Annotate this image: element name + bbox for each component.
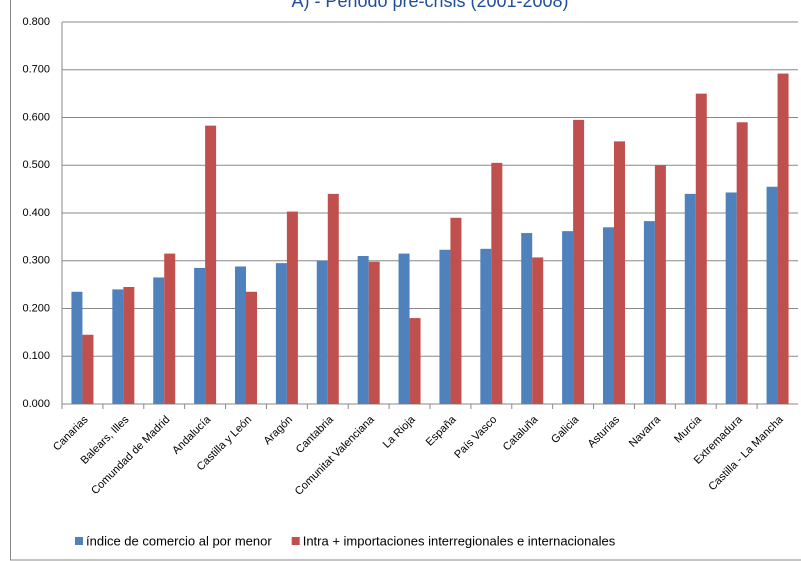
x-tick-label: Castilla - La Mancha [706,413,786,493]
bar [316,260,328,404]
bar [398,253,410,404]
x-tick-label: España [424,413,459,448]
y-tick-label: 0.500 [22,159,50,171]
bar [736,122,748,405]
bar [327,193,339,404]
bar [246,291,257,404]
bar [194,267,206,404]
y-tick-label: 0.000 [22,398,50,410]
x-tick-label: Navarra [627,413,664,450]
x-tick-label: Aragón [261,414,295,448]
bar [643,221,655,404]
bar [491,162,503,404]
legend-label: Intra + importaciones interregionales e … [303,533,616,548]
bar [153,277,165,404]
x-tick-label: Cataluña [501,413,541,453]
bar [562,231,574,404]
bar [439,249,451,404]
bar [112,289,124,404]
bar [695,93,707,404]
bar [725,192,737,404]
chart-title: A) - Periodo pre-crisis (2001-2008) [291,0,568,11]
chart-border [10,0,801,561]
bar [532,257,544,404]
y-tick-label: 0.600 [22,111,50,123]
y-tick-label: 0.300 [22,255,50,267]
x-tick-label: Galicia [549,413,582,446]
y-tick-label: 0.400 [22,207,50,219]
x-tick-label: Cantabria [294,413,337,456]
bar [766,186,778,404]
bar [275,263,287,404]
x-tick-label: Murcia [672,413,704,445]
bar [82,334,94,404]
y-tick-label: 0.800 [22,16,50,28]
y-tick-label: 0.700 [22,64,50,76]
bar [357,255,369,404]
bar [409,318,421,404]
y-tick-label: 0.200 [22,302,50,314]
bar [777,73,789,404]
y-tick-label: 0.100 [22,350,50,362]
x-tick-label: Comunitat Valenciana [293,413,378,498]
x-tick-label: Andalucía [170,413,214,457]
bar [235,266,246,404]
bar [450,217,462,404]
bar [368,261,380,404]
bar [123,287,135,404]
bar [480,248,492,404]
x-tick-label: Canarias [51,413,91,453]
bar [654,165,666,404]
bar [205,125,217,405]
x-tick-label: Asturias [586,413,623,450]
legend-label: índice de comercio al por menor [86,533,272,548]
x-tick-label: País Vasco [452,414,499,461]
legend-swatch [291,537,300,545]
x-tick-label: La Rioja [381,413,419,451]
bar [603,227,614,404]
x-tick-label: Comundad de Madrid [89,414,172,497]
bar [614,141,625,404]
legend-swatch [75,537,83,545]
bar [521,233,533,404]
bar [71,291,83,404]
bar [286,211,298,404]
bar [573,119,585,404]
bar [164,253,176,404]
bar [684,193,696,404]
